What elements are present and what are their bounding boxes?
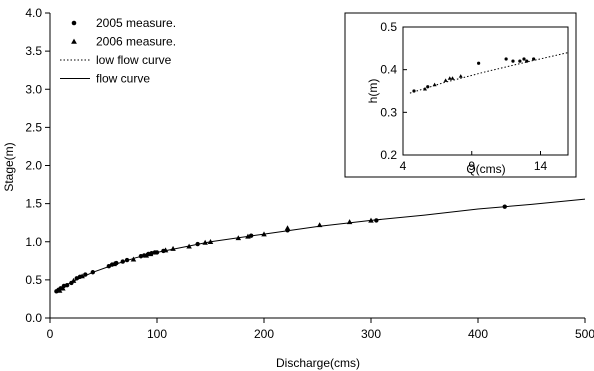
inset-data-point-2005 <box>511 59 515 63</box>
inset-data-point-2005 <box>532 57 536 61</box>
inset-frame <box>344 12 577 178</box>
inset-data-point-2006 <box>443 78 448 82</box>
data-point-2006 <box>170 245 176 251</box>
x-axis-ticks: 0 100 200 300 400 500 <box>47 318 594 341</box>
curves <box>55 198 586 293</box>
y-tick-label: 1.5 <box>25 197 42 211</box>
inset-x-axis-ticks: 4 9 14 <box>400 151 548 173</box>
inset-y-tick-label: 0.4 <box>380 63 397 77</box>
flow-curve-line <box>55 198 586 293</box>
legend-marker-2005 <box>71 20 77 26</box>
data-point-2006 <box>245 233 251 239</box>
inset-y-tick-label: 0.5 <box>380 20 397 34</box>
data-point-2005 <box>154 250 160 255</box>
y-tick-label: 2.5 <box>25 120 42 134</box>
inset-y-tick-label: 0.3 <box>380 105 397 119</box>
y-axis-title: Stage(m) <box>2 142 16 191</box>
inset-data-point-2005 <box>525 59 529 63</box>
data-point-2006 <box>368 217 374 223</box>
inset-x-axis-title: Q(cms) <box>466 162 505 176</box>
data-point-2006 <box>284 225 291 231</box>
x-tick-label: 200 <box>254 327 274 341</box>
data-point-2005 <box>90 270 96 275</box>
data-point-2005 <box>502 204 507 209</box>
y-tick-label: 3.5 <box>25 44 42 58</box>
inset-data-point-2005 <box>477 61 481 65</box>
inset-data-point-2006 <box>447 76 452 80</box>
main-plot-area: 0 100 200 300 400 500 0.0 0.5 1.0 1.5 2.0 2.5 3.0 3.… <box>2 6 594 370</box>
legend: 2005 measure. 2006 measure. low flow curve… <box>60 16 176 86</box>
data-point-2006 <box>261 231 267 237</box>
inset-data-point-2005 <box>518 59 522 63</box>
data-point-2006 <box>316 222 323 228</box>
data-point-2006 <box>162 247 169 253</box>
inset-chart: 4 9 14 0.2 0.3 0.4 0.5 Q(cms) h(m) <box>344 12 577 178</box>
inset-data-point-2006 <box>450 76 455 80</box>
data-point-2006 <box>143 252 150 258</box>
data-point-2006 <box>130 256 137 262</box>
data-point-2006 <box>202 239 208 245</box>
data-point-2005 <box>248 233 254 238</box>
inset-data-point-2005 <box>522 57 526 61</box>
y-tick-label: 0.0 <box>25 311 42 325</box>
x-tick-label: 400 <box>468 327 488 341</box>
data-point-2006 <box>147 251 154 257</box>
legend-marker-2006 <box>71 38 77 44</box>
data-point-2005 <box>83 272 88 277</box>
x-tick-label: 300 <box>361 327 381 341</box>
data-point-2005 <box>124 257 130 263</box>
inset-plot-frame <box>402 26 569 156</box>
inset-data-point-2006 <box>423 86 427 91</box>
inset-data-points <box>412 57 536 93</box>
inset-y-axis-ticks: 0.2 0.3 0.4 0.5 <box>380 20 407 162</box>
y-tick-label: 2.0 <box>25 159 42 173</box>
data-point-2006 <box>111 261 117 267</box>
inset-x-tick-label: 4 <box>400 159 407 173</box>
inset-x-tick-label: 14 <box>534 159 548 173</box>
data-point-2006 <box>346 219 353 225</box>
y-axis-ticks: 0.0 0.5 1.0 1.5 2.0 2.5 3.0 3.5 4.0 <box>25 6 50 325</box>
data-point-2005 <box>195 241 200 247</box>
y-tick-label: 1.0 <box>25 235 42 249</box>
data-point-2006 <box>79 273 85 279</box>
data-point-2006 <box>60 285 66 291</box>
y-tick-label: 4.0 <box>25 6 42 20</box>
data-point-2006 <box>186 243 192 249</box>
data-point-2006 <box>235 235 242 241</box>
x-tick-label: 0 <box>47 327 54 341</box>
data-point-2005 <box>374 218 379 223</box>
data-points <box>54 204 507 294</box>
data-point-2006 <box>70 277 77 283</box>
inset-x-tick-label: 9 <box>468 159 475 173</box>
data-point-2005 <box>64 283 70 288</box>
x-tick-label: 500 <box>575 327 594 341</box>
inset-data-point-2006 <box>432 82 437 87</box>
data-point-2006 <box>207 239 214 244</box>
inset-y-tick-label: 0.2 <box>380 148 397 162</box>
x-axis-title: Discharge(cms) <box>276 356 360 370</box>
legend-label: flow curve <box>96 72 150 86</box>
inset-data-point-2006 <box>458 74 463 78</box>
y-tick-label: 3.0 <box>25 82 42 96</box>
legend-label: 2006 measure. <box>96 35 176 49</box>
inset-data-point-2005 <box>412 89 416 93</box>
legend-label: low flow curve <box>96 53 172 67</box>
y-tick-label: 0.5 <box>25 273 42 287</box>
data-point-2005 <box>120 259 125 264</box>
inset-data-point-2005 <box>426 85 430 89</box>
inset-data-point-2005 <box>504 57 508 61</box>
x-tick-label: 100 <box>147 327 167 341</box>
inset-y-axis-title: h(m) <box>366 79 380 104</box>
data-point-2006 <box>56 287 63 293</box>
legend-label: 2005 measure. <box>96 16 176 30</box>
